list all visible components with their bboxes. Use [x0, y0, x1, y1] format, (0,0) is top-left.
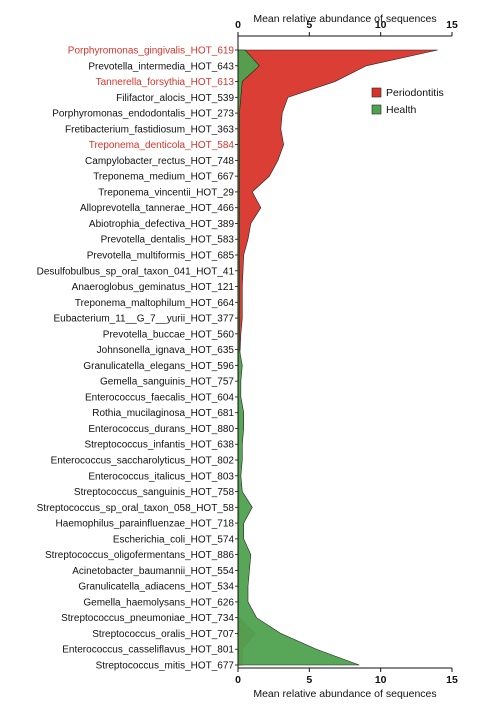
top-x-tick-label: 10 [375, 19, 387, 31]
category-label: Filifactor_alocis_HOT_539 [116, 93, 234, 104]
category-label: Prevotella_dentalis_HOT_583 [101, 235, 235, 246]
category-label: Desulfobulbus_sp_oral_taxon_041_HOT_41 [37, 266, 235, 277]
axes: 0 5 10 15 0 5 10 15 [235, 19, 458, 686]
category-label: Anaeroglobus_geminatus_HOT_121 [72, 282, 235, 293]
category-label: Tannerella_forsythia_HOT_613 [96, 77, 235, 88]
bottom-axis-title: Mean relative abundance of sequences [253, 688, 436, 700]
legend: Periodontitis Health [371, 87, 444, 116]
category-label: Johnsonella_ignava_HOT_635 [97, 345, 235, 356]
legend-label-health: Health [386, 104, 417, 116]
category-label: Streptococcus_infantis_HOT_638 [84, 440, 234, 451]
top-x-tick-label: 0 [235, 19, 241, 31]
category-label: Streptococcus_sp_oral_taxon_058_HOT_58 [37, 503, 235, 514]
category-label: Porphyromonas_endodontalis_HOT_273 [52, 109, 234, 120]
category-label: Streptococcus_oligofermentans_HOT_886 [45, 550, 234, 561]
bottom-x-tick-label: 0 [235, 674, 241, 686]
category-label: Campylobacter_rectus_HOT_748 [85, 156, 234, 167]
category-label: Rothia_mucilaginosa_HOT_681 [92, 408, 234, 419]
category-label: Treponema_maltophilum_HOT_664 [75, 298, 235, 309]
category-label: Prevotella_multiformis_HOT_685 [87, 251, 235, 262]
category-labels: Porphyromonas_gingivalis_HOT_619 Prevotel… [37, 46, 238, 672]
plot-area [237, 49, 438, 666]
category-label: Treponema_medium_HOT_667 [93, 172, 234, 183]
category-label: Streptococcus_oralis_HOT_707 [92, 629, 234, 640]
bottom-x-tick-label: 5 [306, 674, 312, 686]
category-label: Gemella_sanguinis_HOT_757 [100, 377, 234, 388]
category-label: Escherichia_coli_HOT_574 [113, 534, 235, 545]
area-periodontitis [237, 49, 438, 666]
category-label: Fretibacterium_fastidiosum_HOT_363 [65, 124, 234, 135]
legend-swatch-periodontitis [371, 87, 382, 98]
category-label: Enterococcus_durans_HOT_880 [88, 424, 234, 435]
top-x-tick-label: 5 [306, 19, 312, 31]
top-axis-title: Mean relative abundance of sequences [253, 13, 436, 25]
category-label: Prevotella_intermedia_HOT_643 [88, 61, 234, 72]
bottom-x-tick-label: 10 [375, 674, 387, 686]
category-label: Enterococcus_italicus_HOT_803 [88, 471, 234, 482]
category-label: Porphyromonas_gingivalis_HOT_619 [68, 46, 235, 57]
category-label: Enterococcus_faecalis_HOT_604 [85, 392, 234, 403]
category-label: Enterococcus_casseliflavus_HOT_801 [62, 645, 234, 656]
category-label: Streptococcus_sanguinis_HOT_758 [74, 487, 235, 498]
category-label: Eubacterium_11__G_7__yurii_HOT_377 [54, 314, 235, 325]
category-label: Treponema_vincentii_HOT_29 [98, 187, 234, 198]
category-label: Acinetobacter_baumannii_HOT_554 [72, 566, 234, 577]
category-label: Gemella_haemolysans_HOT_626 [83, 597, 234, 608]
category-label: Alloprevotella_tannerae_HOT_466 [80, 203, 234, 214]
bottom-x-tick-label: 15 [446, 674, 458, 686]
category-label: Abiotrophia_defectiva_HOT_389 [89, 219, 235, 230]
category-label: Prevotella_buccae_HOT_560 [103, 329, 235, 340]
category-label: Treponema_denticola_HOT_584 [89, 140, 235, 151]
category-label: Streptococcus_pneumoniae_HOT_734 [61, 613, 234, 624]
category-label: Granulicatella_elegans_HOT_596 [83, 361, 234, 372]
category-label: Streptococcus_mitis_HOT_677 [96, 661, 235, 672]
category-label: Granulicatella_adiacens_HOT_534 [78, 582, 234, 593]
top-x-tick-label: 15 [446, 19, 458, 31]
area-health [237, 49, 360, 666]
category-label: Haemophilus_parainfluenzae_HOT_718 [56, 519, 235, 530]
category-label: Enterococcus_saccharolyticus_HOT_802 [51, 456, 235, 467]
legend-swatch-health [371, 104, 382, 115]
legend-label-periodontitis: Periodontitis [386, 87, 444, 99]
